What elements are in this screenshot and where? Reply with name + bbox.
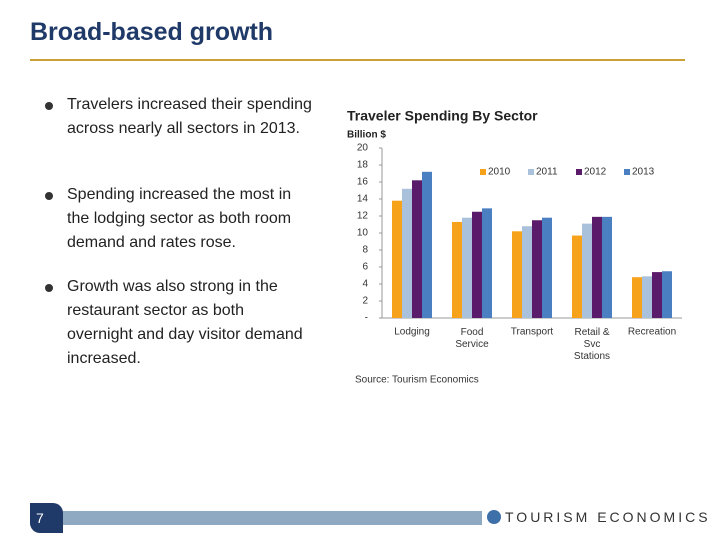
bullet: Growth was also strong in the restaurant…	[45, 275, 312, 371]
bar	[652, 272, 662, 318]
bar	[482, 208, 492, 318]
y-axis-label: Billion $	[347, 130, 386, 141]
y-tick-label: 8	[362, 245, 368, 256]
bar	[542, 217, 552, 318]
bar	[462, 217, 472, 318]
x-tick-label: Transport	[511, 327, 554, 338]
bar	[412, 180, 422, 318]
bullet-text: Spending increased the most in the lodgi…	[67, 186, 292, 251]
bar	[402, 188, 412, 318]
footer-bar	[30, 511, 482, 525]
legend-swatch	[624, 169, 630, 175]
bar	[592, 216, 602, 318]
bar	[532, 220, 542, 318]
bar	[632, 277, 642, 318]
legend-label: 2012	[584, 167, 607, 178]
y-tick-label: 4	[362, 279, 368, 290]
legend-swatch	[480, 169, 486, 175]
bar	[642, 276, 652, 318]
bullet-text: Growth was also strong in the restaurant…	[67, 278, 303, 367]
y-tick-label: 10	[357, 228, 369, 239]
y-tick-label: 18	[357, 160, 369, 171]
y-tick-label: 20	[357, 143, 369, 154]
legend-label: 2011	[536, 167, 558, 178]
x-tick-label: Retail & Svc Stations	[574, 327, 610, 362]
legend-swatch	[528, 169, 534, 175]
logo: TOURISM ECONOMICS	[505, 509, 711, 525]
bar	[522, 226, 532, 318]
bar	[452, 221, 462, 318]
bar	[392, 200, 402, 318]
y-tick-label: 12	[357, 211, 369, 222]
source: Source: Tourism Economics	[355, 375, 479, 386]
bar	[422, 171, 432, 318]
bar	[572, 235, 582, 318]
y-tick-label: 16	[357, 177, 369, 188]
y-tick-label: 14	[357, 194, 369, 205]
legend-label: 2010	[488, 167, 511, 178]
bullet: Spending increased the most in the lodgi…	[45, 183, 312, 255]
bar	[662, 271, 672, 318]
chart-title: Traveler Spending By Sector	[347, 108, 538, 124]
legend-swatch	[576, 169, 582, 175]
bar	[472, 211, 482, 318]
y-tick-label: 2	[362, 296, 368, 307]
logo-icon	[487, 510, 501, 524]
page-number: 7	[30, 503, 63, 533]
bar	[602, 216, 612, 318]
bar	[582, 223, 592, 318]
bullet: Travelers increased their spending acros…	[45, 93, 312, 141]
x-tick-label: Recreation	[628, 327, 676, 338]
bullet-text: Travelers increased their spending acros…	[67, 96, 312, 137]
y-tick-label: -	[365, 313, 368, 324]
legend-label: 2013	[632, 167, 655, 178]
title-rule	[30, 59, 685, 61]
x-tick-label: Lodging	[394, 327, 430, 338]
y-tick-label: 6	[362, 262, 368, 273]
bar	[512, 231, 522, 318]
x-tick-label: Food Service	[455, 327, 489, 350]
slide-title: Broad-based growth	[30, 18, 274, 46]
